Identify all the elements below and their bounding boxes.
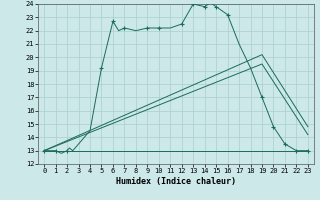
X-axis label: Humidex (Indice chaleur): Humidex (Indice chaleur) bbox=[116, 177, 236, 186]
